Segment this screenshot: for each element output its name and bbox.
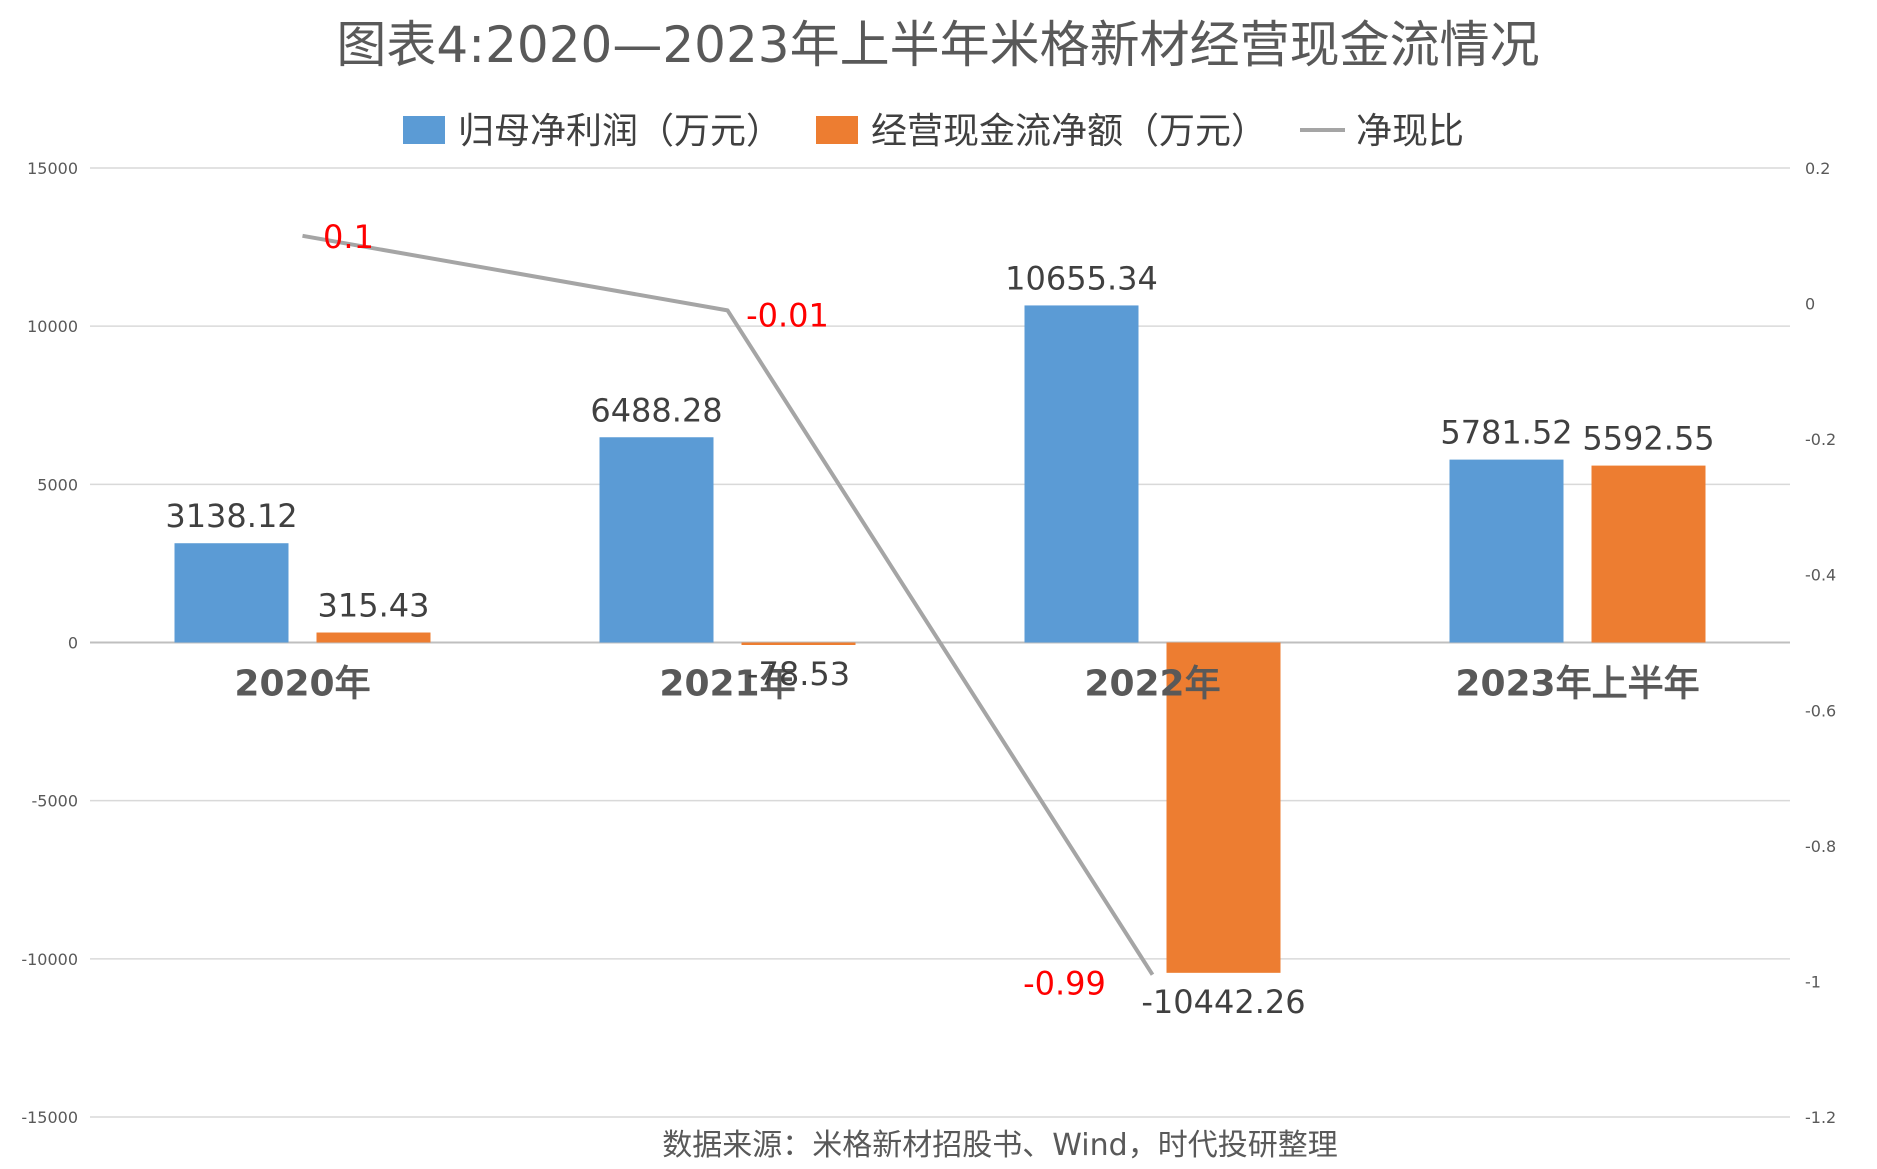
bar-profit: [174, 543, 289, 643]
right-tick-label: -0.8: [1805, 837, 1836, 856]
legend-swatch-profit: [403, 116, 445, 144]
left-tick-label: 10000: [27, 317, 78, 336]
bar-cashflow: [741, 642, 856, 645]
ratio-line: [302, 233, 1155, 976]
right-tick-label: 0: [1805, 295, 1815, 314]
category-labels: 2020年 2021年 2022年 2023年上半年: [234, 664, 1699, 705]
right-tick-label: -1.2: [1805, 1108, 1836, 1127]
ratio-label: 0.1: [323, 218, 374, 256]
data-label-cashflow: -78.53: [747, 655, 850, 693]
bar-profit: [1449, 459, 1564, 643]
bar-cashflow: [1166, 642, 1281, 973]
bar-cashflow: [1591, 465, 1706, 643]
right-tick-label: -1: [1805, 972, 1821, 991]
right-tick-label: -0.4: [1805, 566, 1836, 585]
legend-label-cashflow: 经营现金流净额（万元）: [871, 111, 1267, 152]
left-tick-label: -10000: [21, 950, 78, 969]
category-label: 2023年上半年: [1455, 664, 1699, 705]
source-note: 数据来源：米格新材招股书、Wind，时代投研整理: [662, 1128, 1337, 1163]
data-label-cashflow: 315.43: [318, 587, 430, 625]
category-label: 2022年: [1084, 664, 1220, 705]
right-axis-ticks: 0.2 0 -0.2 -0.4 -0.6 -0.8 -1 -1.2: [1805, 159, 1836, 1127]
category-label: 2021年: [659, 664, 795, 705]
right-tick-label: -0.2: [1805, 430, 1836, 449]
legend-swatch-cashflow: [816, 116, 858, 144]
legend-label-ratio: 净现比: [1356, 111, 1464, 152]
right-tick-label: -0.6: [1805, 701, 1836, 720]
legend: 归母净利润（万元） 经营现金流净额（万元） 净现比: [403, 111, 1464, 152]
left-tick-label: 15000: [27, 159, 78, 178]
bars: [174, 305, 1706, 973]
left-tick-label: -5000: [32, 792, 79, 811]
legend-label-profit: 归母净利润（万元）: [458, 111, 782, 152]
bar-cashflow: [316, 632, 431, 643]
left-axis-ticks: 15000 10000 5000 0 -5000 -10000 -15000: [21, 159, 78, 1127]
chart-title: 图表4:2020—2023年上半年米格新材经营现金流情况: [336, 16, 1539, 74]
ratio-label: -0.01: [746, 296, 829, 334]
bar-profit: [599, 437, 714, 643]
data-label-cashflow: -10442.26: [1141, 983, 1305, 1021]
data-label-cashflow: 5592.55: [1582, 420, 1714, 458]
left-tick-label: -15000: [21, 1108, 78, 1127]
data-label-profit: 5781.52: [1440, 414, 1572, 452]
value-labels: 3138.12 315.43 6488.28 -78.53 10655.34 -10442…: [165, 259, 1714, 1020]
left-tick-label: 0: [68, 634, 78, 653]
data-label-profit: 3138.12: [165, 497, 297, 535]
ratio-line-layer: 0.1 -0.01 -0.99: [302, 218, 1155, 1003]
category-label: 2020年: [234, 664, 370, 705]
right-tick-label: 0.2: [1805, 159, 1830, 178]
data-label-profit: 6488.28: [590, 391, 722, 429]
bar-profit: [1024, 305, 1139, 643]
left-tick-label: 5000: [37, 475, 78, 494]
ratio-label: -0.99: [1023, 965, 1106, 1003]
data-label-profit: 10655.34: [1005, 259, 1158, 297]
